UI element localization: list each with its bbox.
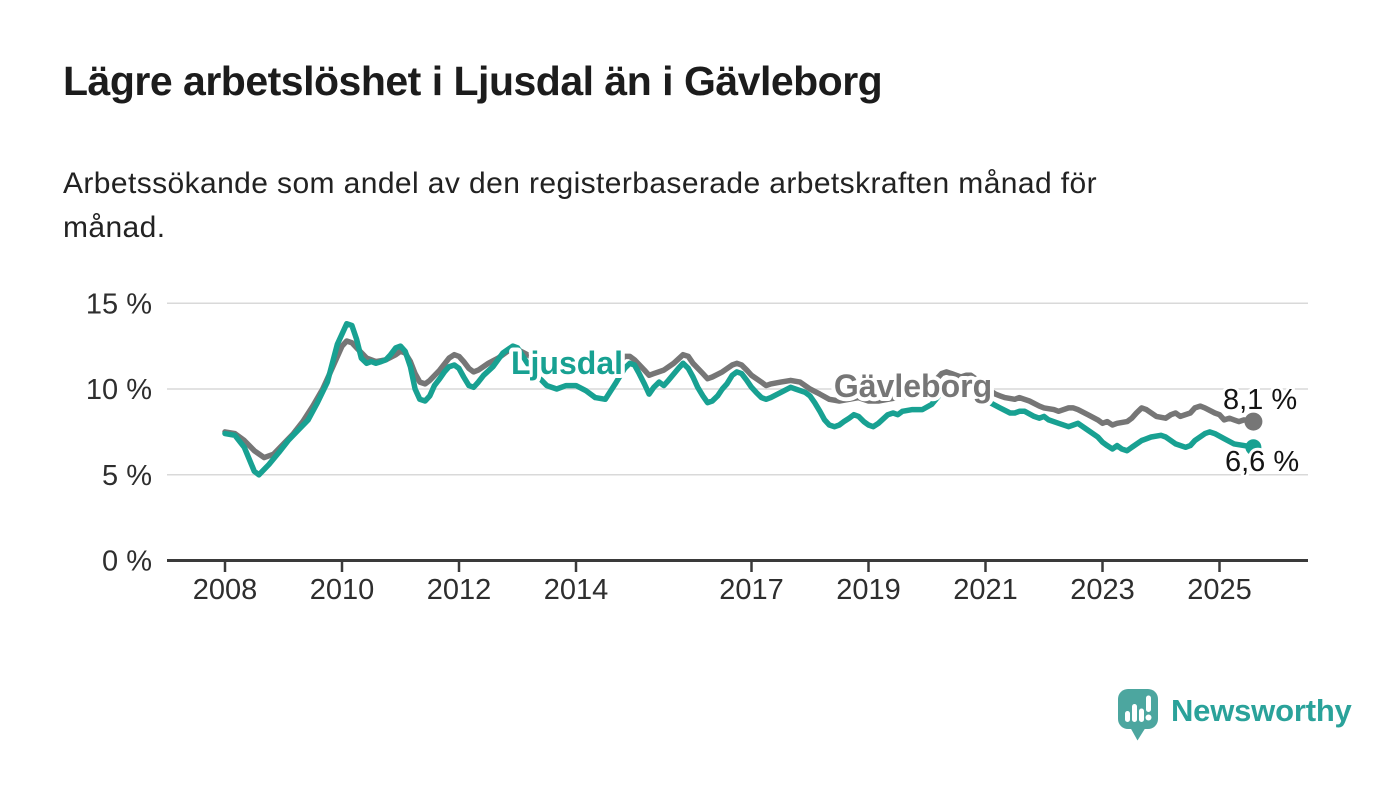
ljusdal-end-value-label: 6,6 % — [1225, 446, 1299, 478]
chart-title: Lägre arbetslöshet i Ljusdal än i Gävleb… — [63, 58, 883, 104]
y-axis-tick-label: 5 % — [102, 460, 152, 492]
gavleborg-end-dot — [1244, 412, 1263, 431]
y-axis-tick-label: 10 % — [86, 374, 152, 406]
ljusdal-end-dot — [1245, 439, 1262, 456]
gavleborg-end-value-label: 8,1 % — [1223, 384, 1297, 416]
x-axis-tick-label: 2012 — [427, 574, 492, 606]
gavleborg-series-label: Gävleborg — [834, 368, 992, 404]
newsworthy-logo: Newsworthy — [1117, 688, 1352, 742]
chart-subtitle: Arbetssökande som andel av den registerb… — [63, 162, 1097, 250]
x-axis-tick-label: 2019 — [836, 574, 901, 606]
gavleborg-line — [222, 338, 1257, 461]
y-axis-tick-label: 15 % — [86, 288, 152, 320]
x-axis-tick-label: 2025 — [1187, 574, 1252, 606]
newsworthy-brand-name: Newsworthy — [1171, 693, 1352, 728]
bar-chart-speech-bubble-icon — [1118, 689, 1158, 741]
chart-subtitle-line-2: månad. — [63, 211, 166, 244]
x-axis-tick-label: 2008 — [193, 574, 258, 606]
ljusdal-series-label: Ljusdal — [511, 345, 623, 381]
x-axis-tick-label: 2014 — [544, 574, 609, 606]
x-axis-tick-label: 2017 — [719, 574, 784, 606]
x-axis-tick-label: 2010 — [310, 574, 375, 606]
y-axis-tick-label: 0 % — [102, 546, 152, 578]
ljusdal-line — [222, 321, 1257, 478]
x-axis-tick-label: 2023 — [1070, 574, 1135, 606]
chart-subtitle-line-1: Arbetssökande som andel av den registerb… — [63, 167, 1097, 200]
x-axis-tick-label: 2021 — [953, 574, 1018, 606]
